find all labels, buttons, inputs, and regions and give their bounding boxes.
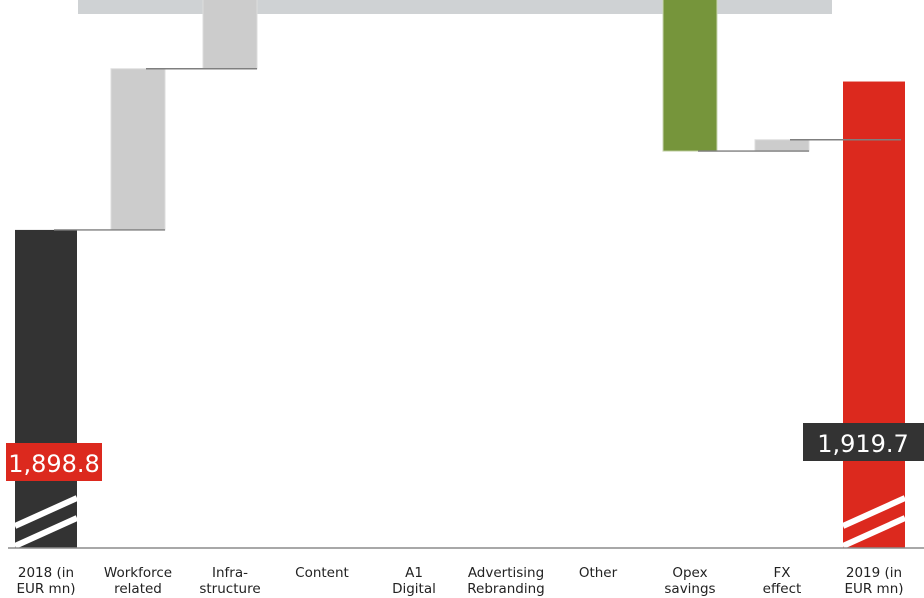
- category-label-line: effect: [763, 581, 802, 597]
- category-label-line: Advertising: [468, 565, 544, 581]
- start-total-value-text: 1,898.8: [8, 450, 100, 478]
- category-label: Other: [579, 565, 618, 581]
- category-label: Opex savings: [664, 565, 715, 597]
- category-label: A1 Digital: [392, 565, 436, 597]
- category-label: Advertising Rebranding: [467, 565, 544, 597]
- category-label-line: 2019 (in: [846, 565, 902, 581]
- category-label-line: FX: [773, 565, 790, 581]
- category-label-line: EUR mn): [16, 581, 75, 597]
- category-label-line: structure: [199, 581, 260, 597]
- bar-start-total: [15, 229, 77, 549]
- category-label-line: savings: [664, 581, 715, 597]
- category-label-line: Rebranding: [467, 581, 544, 597]
- category-label-line: Digital: [392, 581, 436, 597]
- end-total-value-text: 1,919.7: [817, 430, 909, 458]
- bar-increase: [202, 0, 258, 70]
- category-label-line: Workforce: [104, 565, 172, 581]
- end-total-value-box: [803, 423, 924, 461]
- axis-break-mark: [13, 495, 79, 529]
- axis-break-mark: [13, 515, 79, 549]
- bar-end-total: [843, 81, 905, 548]
- start-total-value-box: [6, 443, 102, 481]
- category-label-line: 2018 (in: [18, 565, 74, 581]
- category-label-line: Other: [579, 565, 618, 581]
- labels-layer: 2018 (in EUR mn)Workforce relatedInfra-str…: [6, 423, 924, 597]
- start-total-value-label: 1,898.8: [6, 443, 102, 481]
- category-label: Infra-structure: [199, 565, 260, 597]
- category-label-line: Content: [295, 565, 349, 581]
- category-label-line: Opex: [672, 565, 707, 581]
- category-label: Content: [295, 565, 349, 581]
- category-label: 2018 (in EUR mn): [16, 565, 75, 597]
- end-total-value-label: 1,919.7: [803, 423, 924, 461]
- axis-break-mark: [841, 515, 907, 549]
- category-label: Workforce related: [104, 565, 172, 597]
- category-label-line: EUR mn): [844, 581, 903, 597]
- category-label: FX effect: [763, 565, 802, 597]
- bars-layer: [13, 0, 907, 549]
- bar-increase: [754, 139, 810, 152]
- title-banner: [78, 0, 832, 14]
- axis-break-mark: [841, 495, 907, 529]
- bar-decrease: [662, 0, 718, 152]
- category-label-line: related: [114, 581, 162, 597]
- category-label-line: A1: [405, 565, 423, 581]
- bar-increase: [110, 68, 166, 231]
- category-label: 2019 (in EUR mn): [844, 565, 903, 597]
- category-label-line: Infra-: [212, 565, 248, 581]
- connectors-layer: [54, 68, 901, 231]
